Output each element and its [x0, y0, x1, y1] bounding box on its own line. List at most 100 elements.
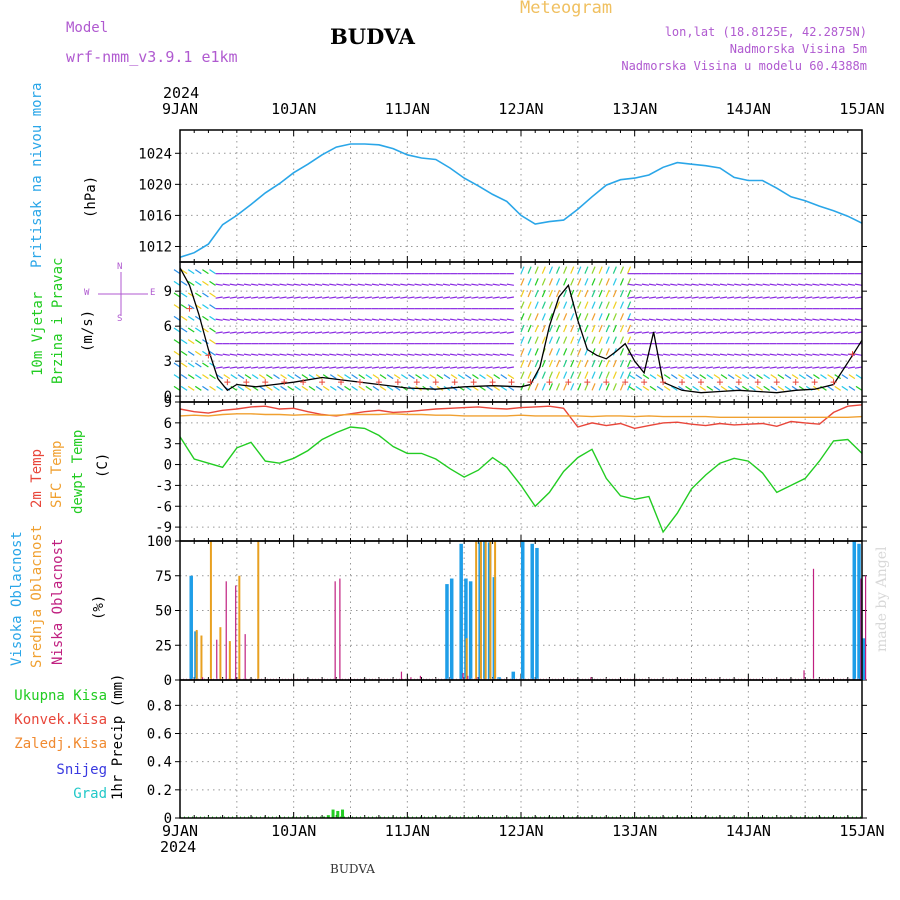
- wind-arrow: [222, 296, 230, 299]
- wind-arrow: [642, 385, 650, 391]
- wind-arrow: [457, 331, 465, 334]
- wind-arrow: [634, 318, 642, 321]
- y-tick-label: 0.8: [147, 698, 172, 714]
- wind-arrow: [492, 331, 500, 334]
- wind-arrow: [527, 371, 532, 379]
- wind-arrow: [202, 374, 209, 380]
- gust-marker: [603, 379, 610, 386]
- wind-arrow: [485, 366, 493, 369]
- wind-arrow: [605, 301, 610, 309]
- wind-arrow: [727, 366, 735, 369]
- wind-arrow: [648, 283, 657, 286]
- cloud-bar-0: [459, 543, 463, 680]
- wind-arrow: [449, 353, 458, 356]
- wind-arrow: [656, 385, 664, 391]
- cloud-bar-2: [467, 675, 469, 680]
- wind-arrow: [563, 278, 568, 286]
- precip-label-conv: Konvek.Kisa: [14, 712, 107, 728]
- wind-arrow: [209, 374, 216, 380]
- wind-arrow: [329, 283, 337, 286]
- wind-arrow: [598, 324, 603, 333]
- wind-arrow: [202, 339, 209, 345]
- x-label-bottom: 15JAN: [839, 822, 884, 840]
- wind-arrow: [393, 283, 401, 286]
- wind-arrow: [692, 385, 699, 391]
- wind-arrow: [783, 353, 792, 356]
- wind-arrow: [386, 331, 394, 334]
- wind-arrow: [422, 374, 429, 380]
- wind-arrow: [215, 366, 223, 369]
- wind-arrow: [784, 374, 792, 380]
- wind-arrow: [548, 348, 553, 356]
- wind-arrow: [763, 374, 770, 380]
- y-tick-label: 1024: [138, 146, 172, 162]
- wind-arrow: [322, 385, 330, 391]
- wind-arrow: [216, 374, 223, 380]
- wind-arrow: [400, 331, 408, 334]
- wind-arrow: [719, 296, 728, 299]
- wind-arrow: [776, 296, 784, 299]
- wind-arrow: [293, 296, 301, 299]
- wind-arrow: [605, 383, 610, 391]
- wind-arrow: [847, 318, 855, 321]
- wind-arrow: [364, 366, 372, 369]
- wind-arrow: [584, 278, 589, 286]
- wind-arrow: [563, 336, 568, 344]
- wind-arrow: [329, 353, 337, 356]
- wind-arrow: [619, 348, 625, 356]
- wind-arrow: [236, 283, 245, 286]
- wind-arrow: [577, 289, 582, 298]
- wind-arrow: [534, 289, 539, 298]
- wind-arrow: [393, 366, 401, 369]
- wind-arrow: [627, 336, 632, 344]
- wind-arrow: [187, 339, 195, 345]
- wind-arrow: [520, 359, 525, 368]
- cloud-bar-1: [257, 541, 260, 680]
- wind-arrow: [280, 374, 287, 380]
- cloud-bar-0: [521, 541, 525, 680]
- wind-arrow: [840, 283, 848, 286]
- wind-arrow: [251, 366, 259, 369]
- y-tick-label: 0: [164, 673, 172, 689]
- wind-arrow: [655, 353, 664, 356]
- wind-arrow: [329, 385, 337, 391]
- wind-arrow: [790, 366, 799, 369]
- wind-arrow: [194, 327, 202, 333]
- wind-arrow: [840, 296, 848, 299]
- wind-arrow: [492, 366, 500, 369]
- wind-arrow: [180, 362, 188, 368]
- wind-arrow: [500, 385, 508, 391]
- wind-arrow: [684, 331, 692, 334]
- wind-arrow: [272, 296, 280, 299]
- wind-arrow: [762, 296, 770, 299]
- wind-arrow: [287, 385, 294, 391]
- wind-arrow: [634, 296, 642, 299]
- wind-arrow: [223, 374, 231, 380]
- wind-arrow: [798, 331, 806, 334]
- wind-arrow: [343, 283, 351, 286]
- wind-arrow: [507, 374, 515, 380]
- wind-arrow: [378, 283, 387, 286]
- wind-arrow: [393, 331, 401, 334]
- gust-marker: [394, 379, 401, 386]
- wind-arrow: [827, 385, 834, 391]
- wind-arrow: [577, 359, 582, 368]
- gust-marker: [754, 379, 761, 386]
- wind-arrow: [833, 296, 841, 299]
- wind-arrow: [236, 353, 245, 356]
- wind-arrow: [691, 353, 699, 356]
- wind-arrow: [791, 374, 799, 380]
- wind-arrow: [734, 353, 742, 356]
- wind-arrow: [194, 280, 202, 286]
- wind-arrow: [627, 359, 632, 368]
- wind-arrow: [548, 336, 553, 344]
- wind-arrow: [215, 283, 223, 286]
- wind-arrow: [591, 266, 596, 274]
- wind-arrow: [840, 353, 848, 356]
- wind-arrow: [251, 283, 259, 286]
- wind-arrow: [187, 374, 195, 380]
- gust-marker: [641, 379, 648, 386]
- wind-arrow: [251, 296, 259, 299]
- gust-marker: [792, 379, 799, 386]
